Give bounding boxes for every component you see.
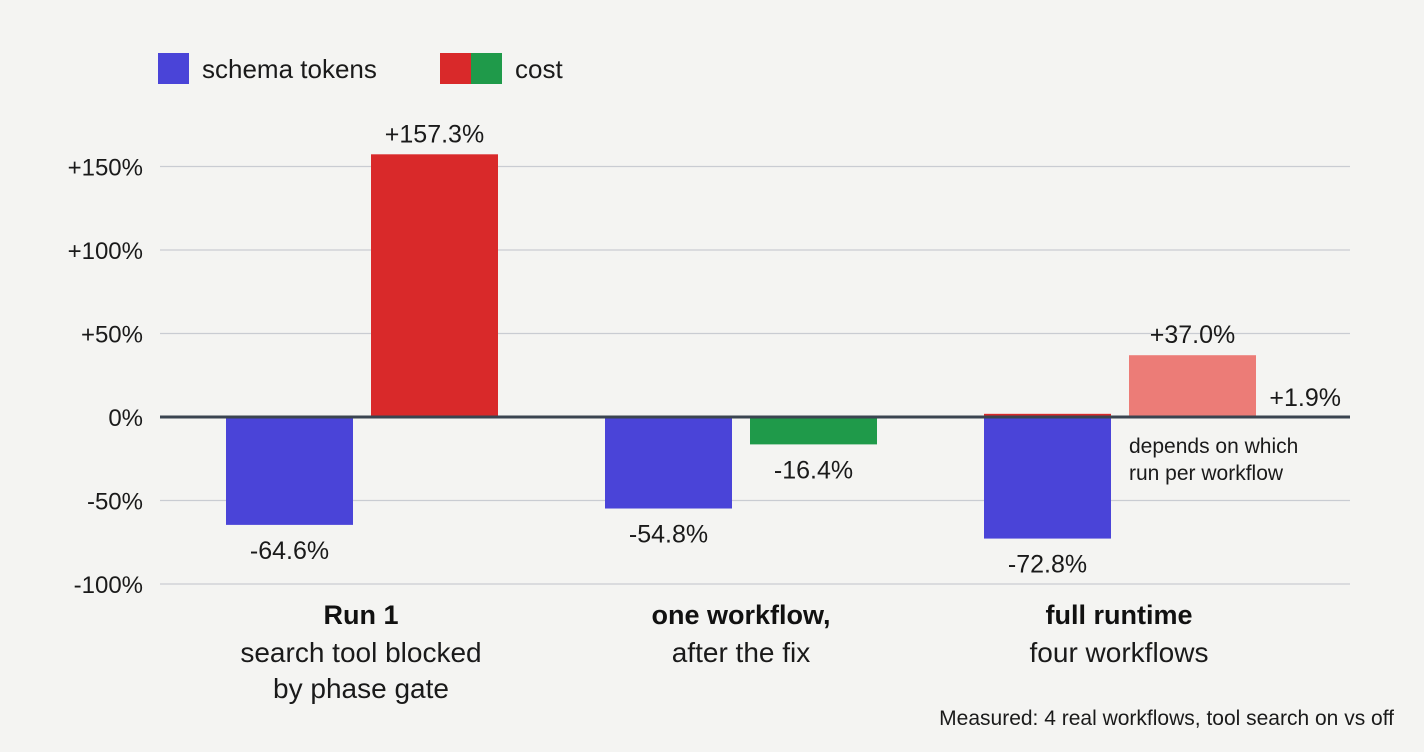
y-tick-label: +100% bbox=[68, 238, 143, 265]
y-tick-label: -100% bbox=[74, 572, 143, 599]
bar-cost-extra bbox=[984, 413, 1111, 417]
y-tick-label: 0% bbox=[108, 405, 143, 432]
bar-schema-tokens-1 bbox=[226, 417, 353, 525]
annotation-line1: depends on which bbox=[1129, 435, 1298, 458]
y-tick-label: +150% bbox=[68, 155, 143, 182]
legend-label-schema-tokens: schema tokens bbox=[202, 54, 377, 84]
category-3-title: full runtime bbox=[1046, 600, 1193, 630]
data-label: +37.0% bbox=[1150, 321, 1236, 349]
bar-schema-tokens-2 bbox=[605, 417, 732, 509]
category-2-title: one workflow, bbox=[651, 600, 830, 630]
category-2-subtitle-line1: after the fix bbox=[672, 637, 811, 668]
bar-schema-tokens-3 bbox=[984, 417, 1111, 539]
category-1-subtitle-line1: search tool blocked bbox=[240, 637, 481, 668]
y-tick-label: +50% bbox=[81, 322, 143, 349]
bar-cost-3 bbox=[1129, 355, 1256, 417]
y-tick-label: -50% bbox=[87, 489, 143, 516]
category-3-subtitle-line1: four workflows bbox=[1030, 637, 1209, 668]
bar-cost-2 bbox=[750, 417, 877, 445]
bar-cost-1 bbox=[371, 154, 498, 417]
legend-label-cost: cost bbox=[515, 54, 563, 84]
data-label: -16.4% bbox=[774, 456, 853, 484]
data-label: -54.8% bbox=[629, 521, 708, 549]
annotation-line2: run per workflow bbox=[1129, 462, 1284, 485]
legend-swatch-cost-red bbox=[440, 53, 471, 84]
data-label-extra: +1.9% bbox=[1269, 384, 1341, 412]
legend-swatch-cost-green bbox=[471, 53, 502, 84]
data-label: -72.8% bbox=[1008, 551, 1087, 579]
category-1-title: Run 1 bbox=[323, 600, 398, 630]
data-label: +157.3% bbox=[385, 120, 484, 148]
footnote: Measured: 4 real workflows, tool search … bbox=[939, 707, 1394, 730]
data-label: -64.6% bbox=[250, 537, 329, 565]
category-1-subtitle-line2: by phase gate bbox=[273, 673, 449, 704]
legend-swatch-schema-tokens bbox=[158, 53, 189, 84]
